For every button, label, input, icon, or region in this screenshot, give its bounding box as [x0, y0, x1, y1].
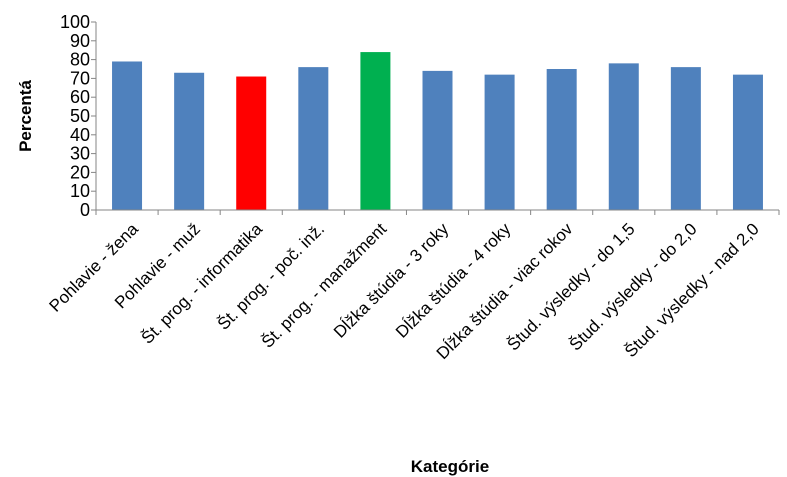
- bar: [422, 70, 453, 210]
- x-tick-label: Št. prog. - poč. inž.: [214, 219, 328, 333]
- bar: [298, 67, 329, 211]
- y-tick-label: 20: [70, 162, 90, 182]
- bar: [236, 76, 267, 211]
- x-tick-label: Dĺžka štúdia - 3 roky: [330, 219, 453, 342]
- y-tick-label: 30: [70, 144, 90, 164]
- y-tick-label: 40: [70, 125, 90, 145]
- x-tick-label: Št. prog. - manažment: [258, 219, 391, 352]
- bar: [732, 74, 763, 210]
- y-tick-label: 90: [70, 31, 90, 51]
- bar: [174, 72, 205, 210]
- bars: [112, 52, 763, 211]
- bar: [484, 74, 515, 210]
- x-axis-title: Kategórie: [411, 457, 489, 476]
- y-tick-label: 10: [70, 181, 90, 201]
- x-tick-label: Dĺžka štúdia - 4 roky: [392, 219, 515, 342]
- bar: [112, 61, 143, 211]
- y-tick-label: 0: [80, 200, 90, 220]
- y-tick-label: 100: [60, 12, 90, 32]
- y-tick-label: 50: [70, 106, 90, 126]
- bar: [670, 67, 701, 211]
- bar: [360, 52, 391, 210]
- bar: [608, 63, 639, 210]
- x-tick-label: Št. prog. - informatika: [138, 219, 267, 348]
- y-tick-label: 60: [70, 87, 90, 107]
- y-tick-label: 70: [70, 68, 90, 88]
- y-tick-label: 80: [70, 50, 90, 70]
- y-axis-title: Percentá: [16, 80, 35, 152]
- bar: [546, 69, 577, 210]
